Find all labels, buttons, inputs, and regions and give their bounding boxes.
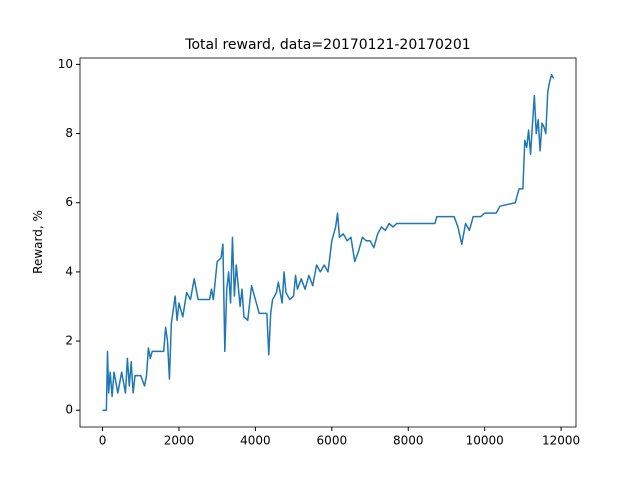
line-series <box>102 74 555 411</box>
x-tick-label: 0 <box>99 434 107 448</box>
y-tick-label: 2 <box>65 334 73 348</box>
x-tick-label: 8000 <box>393 434 424 448</box>
y-tick-label: 4 <box>65 264 73 278</box>
x-tick-label: 12000 <box>542 434 580 448</box>
x-tick-label: 10000 <box>466 434 504 448</box>
y-axis-label: Reward, % <box>31 210 45 274</box>
y-tick-label: 0 <box>65 403 73 417</box>
x-tick-label: 2000 <box>164 434 195 448</box>
y-tick-label: 6 <box>65 195 73 209</box>
y-tick-label: 8 <box>65 126 73 140</box>
x-tick-label: 6000 <box>317 434 348 448</box>
chart-title: Total reward, data=20170121-20170201 <box>184 37 470 53</box>
y-tick-label: 10 <box>58 57 73 71</box>
x-tick-label: 4000 <box>240 434 271 448</box>
axes-frame <box>79 57 577 428</box>
